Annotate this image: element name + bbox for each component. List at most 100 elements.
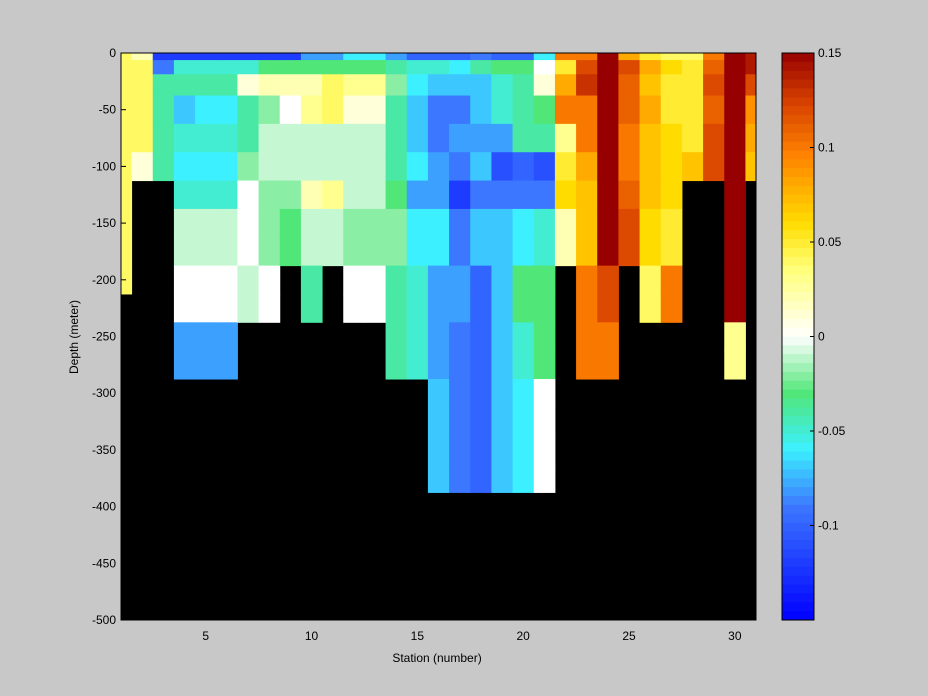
heatmap-cell <box>385 350 408 380</box>
heatmap-cell <box>121 74 133 97</box>
heatmap-cell <box>152 53 175 61</box>
heatmap-cell <box>216 123 238 153</box>
heatmap-cell <box>300 208 323 238</box>
colorbar-swatch <box>782 549 814 559</box>
heatmap-cell <box>343 60 365 75</box>
heatmap-cell <box>216 53 238 61</box>
colorbar-swatch <box>782 132 814 143</box>
colorbar-swatch <box>782 575 814 586</box>
heatmap-cell <box>618 237 641 267</box>
heatmap-cell <box>449 435 471 465</box>
colorbar-tick-label: 0.1 <box>818 141 835 155</box>
colorbar-swatch <box>782 265 814 275</box>
heatmap-cell <box>427 464 450 493</box>
x-tick-label: 20 <box>516 629 530 643</box>
heatmap-cell <box>660 293 683 323</box>
heatmap-cell <box>597 53 619 61</box>
heatmap-cell <box>576 237 598 267</box>
heatmap-cell <box>427 95 450 125</box>
heatmap-cell <box>491 123 514 153</box>
y-tick-label: -500 <box>92 613 116 627</box>
heatmap-cell <box>681 123 704 153</box>
heatmap-cell <box>533 60 556 75</box>
heatmap-cell <box>279 123 302 153</box>
heatmap-cell <box>131 53 154 61</box>
colorbar-swatch <box>782 70 814 81</box>
heatmap-cell <box>121 60 133 75</box>
heatmap-cell <box>406 152 429 182</box>
heatmap-cell <box>121 208 133 238</box>
x-axis: 5 10 15 20 25 30 <box>202 615 742 643</box>
heatmap-cell <box>322 53 344 61</box>
x-tick-label: 5 <box>202 629 209 643</box>
colorbar-swatch <box>782 460 814 470</box>
heatmap-cell <box>533 74 556 97</box>
heatmap-cell <box>491 95 514 125</box>
heatmap-cell <box>258 60 281 75</box>
colorbar-swatch <box>782 123 814 134</box>
heatmap-cell <box>121 123 133 153</box>
x-tick-label: 15 <box>411 629 425 643</box>
heatmap-cell <box>597 293 619 323</box>
heatmap-cell <box>385 53 408 61</box>
colorbar-swatch <box>782 513 814 524</box>
heatmap-cell <box>131 60 154 75</box>
heatmap-cell <box>385 95 408 125</box>
colorbar-swatch <box>782 336 814 346</box>
colorbar-swatch <box>782 345 814 355</box>
heatmap-cell <box>639 60 662 75</box>
heatmap-cell <box>449 350 471 380</box>
heatmap-cell <box>745 74 757 97</box>
heatmap-cell <box>300 293 323 323</box>
heatmap-cell <box>470 293 492 323</box>
heatmap-cell <box>216 60 238 75</box>
heatmap-cell <box>322 152 344 182</box>
heatmap-cell <box>618 74 641 97</box>
heatmap-cell <box>470 350 492 380</box>
heatmap-cell <box>322 208 344 238</box>
heatmap-cell <box>385 293 408 323</box>
colorbar-tick-label: -0.1 <box>818 519 839 533</box>
heatmap-cell <box>195 265 217 295</box>
colorbar-swatch <box>782 371 814 382</box>
heatmap-cell <box>343 180 365 210</box>
heatmap-cell <box>491 407 514 437</box>
colorbar-swatch <box>782 451 814 462</box>
heatmap-cell <box>449 180 471 210</box>
heatmap-cell <box>639 265 662 295</box>
heatmap-cell <box>491 180 514 210</box>
heatmap-cell <box>279 60 302 75</box>
heatmap-cell <box>385 74 408 97</box>
colorbar-swatch <box>782 433 814 444</box>
heatmap-cell <box>216 152 238 182</box>
colorbar-swatch <box>782 469 814 479</box>
y-tick-label: -100 <box>92 159 116 173</box>
heatmap-cell <box>427 74 450 97</box>
colorbar <box>782 53 814 621</box>
heatmap-cell <box>279 53 302 61</box>
heatmap-cell <box>427 322 450 352</box>
colorbar-swatch <box>782 274 814 284</box>
heatmap-cell <box>491 237 514 267</box>
heatmap-cell <box>173 53 196 61</box>
heatmap-cell <box>618 208 641 238</box>
heatmap-cell <box>385 322 408 352</box>
heatmap-cell <box>195 53 217 61</box>
heatmap-cell <box>554 152 577 182</box>
heatmap-cell <box>724 180 746 210</box>
heatmap-cell <box>258 95 281 125</box>
heatmap-cell <box>639 53 662 61</box>
colorbar-swatch <box>782 478 814 488</box>
heatmap-cell <box>237 237 260 267</box>
heatmap-cell <box>660 74 683 97</box>
heatmap-cell <box>724 293 746 323</box>
heatmap-cell <box>258 237 281 267</box>
heatmap-cell <box>618 95 641 125</box>
colorbar-swatch <box>782 247 814 258</box>
heatmap-cell <box>554 237 577 267</box>
y-axis-label: Depth (meter) <box>67 300 81 374</box>
colorbar-tick-label: 0.15 <box>818 46 842 60</box>
heatmap-cell <box>512 237 535 267</box>
colorbar-swatch <box>782 168 814 178</box>
y-tick-label: -50 <box>99 103 117 117</box>
